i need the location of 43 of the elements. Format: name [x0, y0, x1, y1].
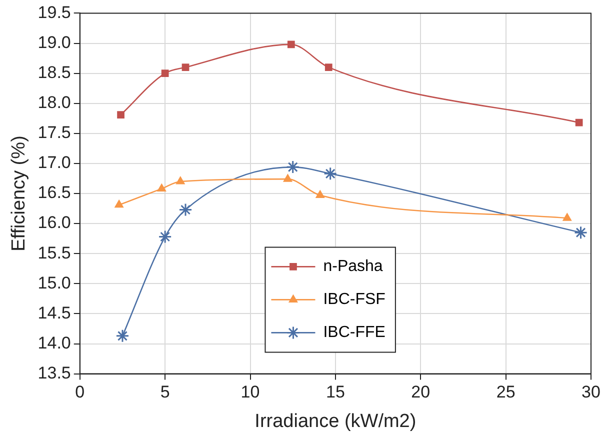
point [161, 70, 169, 77]
point [283, 174, 292, 182]
y-tick-label: 17.5 [38, 123, 71, 142]
point [116, 329, 130, 343]
point [114, 200, 124, 208]
point [324, 166, 338, 180]
y-tick-label: 15.5 [38, 243, 71, 262]
y-tick-label: 19.5 [38, 2, 71, 22]
x-tick-label: 5 [160, 382, 170, 402]
point [117, 111, 124, 118]
x-tick-label: 0 [75, 382, 85, 402]
legend-label: n-Pasha [323, 258, 383, 276]
point [286, 160, 300, 174]
point [324, 64, 332, 71]
y-tick-label: 17.0 [38, 153, 71, 172]
y-tick-label: 18.5 [38, 62, 71, 82]
y-tick-label: 16.5 [38, 183, 71, 202]
x-tick-label: 20 [411, 382, 430, 402]
x-tick-label: 10 [240, 382, 260, 402]
point [178, 202, 192, 216]
legend-label: IBC-FFE [323, 324, 386, 342]
y-tick-label: 18.0 [38, 93, 71, 112]
point [287, 40, 295, 48]
y-tick-label: 16.0 [38, 213, 71, 232]
point [182, 64, 190, 71]
legend-label: IBC-FSF [323, 291, 386, 308]
x-tick-label: 30 [582, 382, 600, 402]
y-axis-title: Efficiency (%) [8, 136, 30, 252]
point [158, 230, 172, 244]
x-tick-label: 25 [496, 382, 516, 402]
point [574, 226, 588, 240]
x-tick-label: 15 [326, 382, 345, 402]
point [316, 190, 325, 198]
y-tick-label: 15.0 [38, 273, 71, 292]
point [575, 118, 583, 126]
point [157, 184, 166, 192]
x-axis-title: Irradiance (kW/m2) [254, 410, 416, 432]
point [562, 213, 572, 221]
y-tick-label: 19.0 [38, 32, 71, 52]
y-tick-label: 14.0 [38, 333, 71, 352]
y-tick-label: 13.5 [38, 363, 71, 382]
y-tick-label: 14.5 [38, 303, 71, 322]
point [176, 176, 185, 184]
